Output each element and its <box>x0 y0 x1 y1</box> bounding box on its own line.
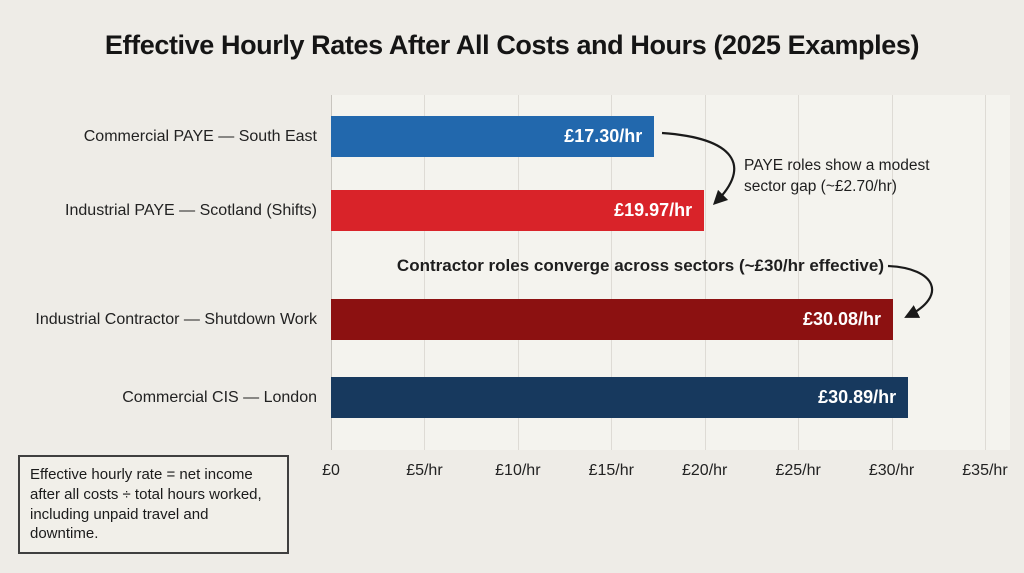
bar-2: £30.08/hr <box>331 299 894 340</box>
x-tick-label: £15/hr <box>588 462 634 479</box>
gridline-15 <box>611 95 613 450</box>
category-label-1: Industrial PAYE — Scotland (Shifts) <box>65 202 317 219</box>
x-tick-label: £5/hr <box>406 462 443 479</box>
bar-1: £19.97/hr <box>331 190 705 231</box>
x-tick-label: £35/hr <box>962 462 1008 479</box>
gridline-35 <box>984 95 986 450</box>
category-label-3: Commercial CIS — London <box>122 389 317 406</box>
footnote-box: Effective hourly rate = net income after… <box>18 455 289 555</box>
category-label-0: Commercial PAYE — South East <box>83 128 317 145</box>
x-tick-label: £10/hr <box>495 462 541 479</box>
gridline-5 <box>424 95 426 450</box>
bar-3: £30.89/hr <box>331 377 909 418</box>
gridline-25 <box>798 95 800 450</box>
annotation-paye-gap: PAYE roles show a modest sector gap (~£2… <box>744 157 930 196</box>
x-tick-label: £0 <box>322 462 340 479</box>
bar-value-label: £17.30/hr <box>564 126 643 146</box>
footnote-text: Effective hourly rate = net income after… <box>30 466 262 543</box>
gridline-10 <box>517 95 519 450</box>
bar-value-label: £30.89/hr <box>818 387 897 407</box>
x-tick-label: £25/hr <box>775 462 821 479</box>
chart-title: Effective Hourly Rates After All Costs a… <box>104 30 920 60</box>
x-tick-label: £30/hr <box>868 462 915 479</box>
bar-value-label: £30.08/hr <box>802 309 882 329</box>
bar-0: £17.30/hr <box>331 116 655 157</box>
bar-value-label: £19.97/hr <box>614 200 693 220</box>
gridline-0 <box>331 95 332 450</box>
annotation-contractor-converge: Contractor roles converge across sectors… <box>396 256 884 275</box>
gridline-20 <box>704 95 706 450</box>
category-label-2: Industrial Contractor — Shutdown Work <box>35 311 317 328</box>
x-tick-label: £20/hr <box>682 462 728 479</box>
